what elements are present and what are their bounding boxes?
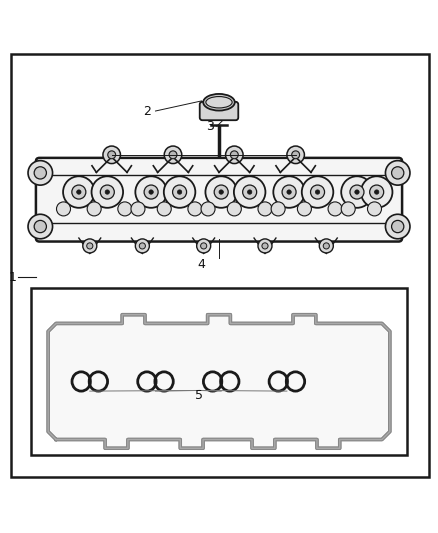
Circle shape [214,185,228,199]
Circle shape [392,221,404,233]
Circle shape [34,221,46,233]
Circle shape [287,190,291,194]
Circle shape [105,190,110,194]
Circle shape [131,202,145,216]
Circle shape [392,167,404,179]
Circle shape [361,176,392,208]
Circle shape [302,176,333,208]
Circle shape [374,190,379,194]
Circle shape [315,190,320,194]
Circle shape [385,160,410,185]
Circle shape [57,202,71,216]
Circle shape [262,243,268,249]
Ellipse shape [203,94,235,110]
Circle shape [118,202,132,216]
Circle shape [83,239,97,253]
Circle shape [197,239,211,253]
Circle shape [87,243,93,249]
Circle shape [370,185,384,199]
Circle shape [355,190,359,194]
Circle shape [282,185,296,199]
Circle shape [205,176,237,208]
Ellipse shape [206,96,232,108]
Circle shape [350,185,364,199]
Circle shape [135,239,149,253]
Circle shape [164,176,195,208]
Circle shape [385,214,410,239]
Circle shape [226,146,243,164]
Circle shape [243,185,257,199]
Circle shape [92,176,123,208]
Circle shape [328,202,342,216]
Circle shape [28,160,53,185]
FancyBboxPatch shape [200,102,238,120]
Circle shape [164,146,182,164]
Text: 3: 3 [206,120,214,133]
Polygon shape [48,314,390,448]
Circle shape [188,202,202,216]
Circle shape [108,151,116,159]
Circle shape [234,176,265,208]
Circle shape [319,239,333,253]
Circle shape [63,176,95,208]
Text: 1: 1 [8,271,16,284]
Circle shape [227,202,241,216]
Text: 5: 5 [195,389,203,402]
Circle shape [144,185,158,199]
Circle shape [287,146,304,164]
Circle shape [34,167,46,179]
Circle shape [149,190,153,194]
Circle shape [292,151,300,159]
Circle shape [311,185,325,199]
Circle shape [72,185,86,199]
Circle shape [247,190,252,194]
Circle shape [173,185,187,199]
Circle shape [139,243,145,249]
Text: 2: 2 [143,104,151,117]
Circle shape [135,176,167,208]
Circle shape [169,151,177,159]
FancyBboxPatch shape [36,158,402,241]
Circle shape [28,214,53,239]
Circle shape [273,176,305,208]
Circle shape [297,202,311,216]
Circle shape [341,202,355,216]
Circle shape [201,202,215,216]
Circle shape [258,202,272,216]
Circle shape [341,176,373,208]
Circle shape [157,202,171,216]
Circle shape [367,202,381,216]
Circle shape [323,243,329,249]
Text: 4: 4 [198,258,205,271]
Circle shape [103,146,120,164]
Circle shape [177,190,182,194]
Bar [31,288,407,455]
Circle shape [219,190,223,194]
Circle shape [258,239,272,253]
Circle shape [87,202,101,216]
Circle shape [100,185,114,199]
Circle shape [201,243,207,249]
Circle shape [77,190,81,194]
Circle shape [230,151,238,159]
Circle shape [271,202,285,216]
